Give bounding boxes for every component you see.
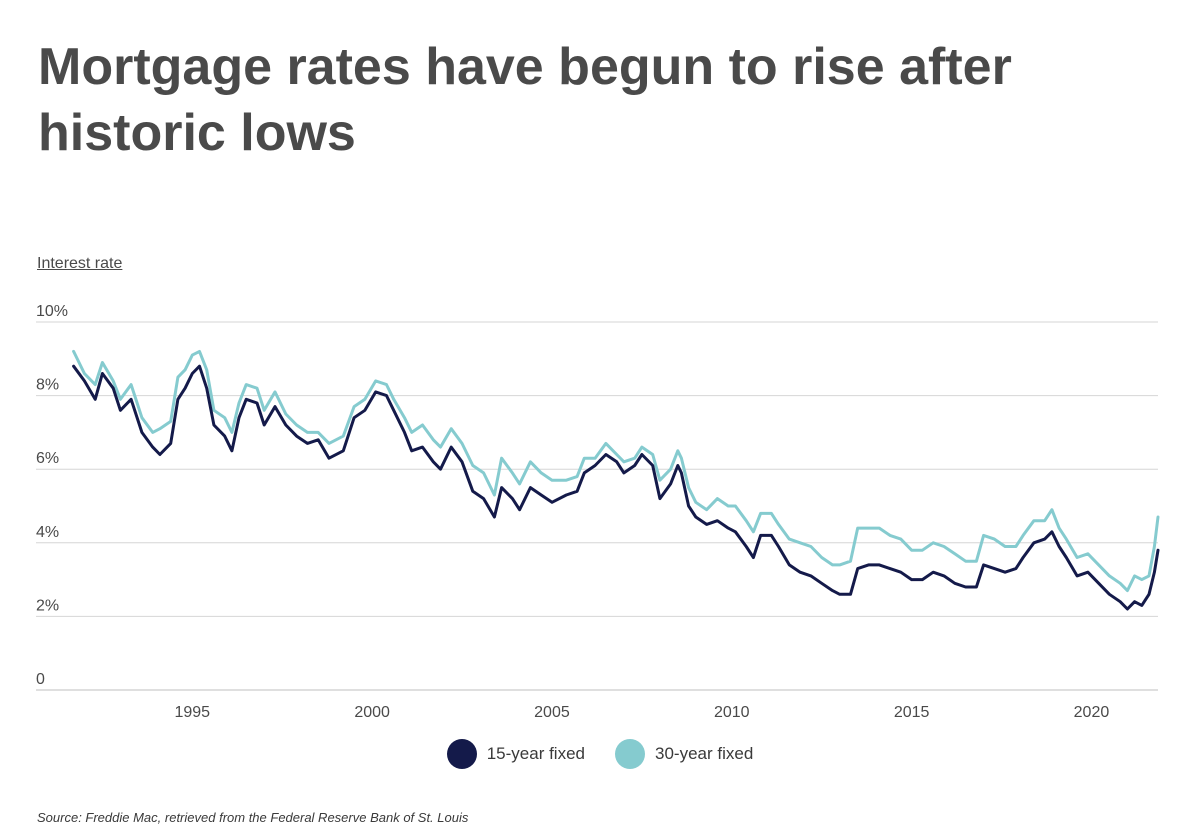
- x-tick-label-1995: 1995: [174, 704, 210, 721]
- chart-title: Mortgage rates have begun to rise after …: [38, 38, 1012, 162]
- x-tick-label-2000: 2000: [354, 704, 390, 721]
- legend: 15-year fixed 30-year fixed: [0, 738, 1200, 770]
- x-tick-label-2020: 2020: [1074, 704, 1110, 721]
- legend-item-30-year[interactable]: 30-year fixed: [615, 739, 753, 769]
- x-tick-label-2015: 2015: [894, 704, 930, 721]
- legend-item-15-year[interactable]: 15-year fixed: [446, 739, 585, 769]
- y-tick-label-6: 6%: [36, 450, 59, 467]
- legend-swatch-30-year: [615, 739, 645, 769]
- x-tick-label-2010: 2010: [714, 704, 750, 721]
- y-tick-label-2: 2%: [36, 597, 59, 614]
- legend-label-30-year: 30-year fixed: [655, 744, 754, 763]
- y-tick-label-8: 8%: [36, 377, 59, 394]
- line-chart: 0 2% 4% 6% 8% 10% 1995 2000 2005 2010 2015 2020: [36, 303, 1160, 721]
- y-tick-label-4: 4%: [36, 524, 59, 541]
- y-tick-label-0: 0: [36, 671, 45, 688]
- legend-label-15-year: 15-year fixed: [486, 744, 585, 763]
- series-line-15-year: [72, 364, 1160, 611]
- source-note: Source: Freddie Mac, retrieved from the …: [37, 810, 469, 825]
- y-tick-label-10: 10%: [36, 303, 68, 320]
- legend-swatch-15-year: [446, 739, 477, 769]
- x-tick-label-2005: 2005: [534, 704, 570, 721]
- series-line-30-year: [72, 349, 1160, 593]
- y-axis-label: Interest rate: [37, 255, 123, 272]
